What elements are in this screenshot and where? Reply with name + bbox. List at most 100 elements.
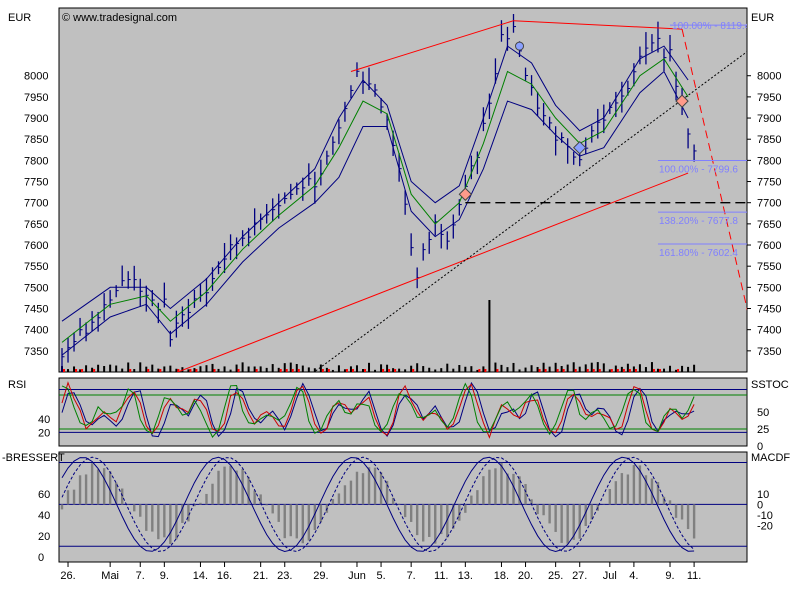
volume-bar bbox=[476, 369, 479, 372]
price-tick-left: 7400 bbox=[24, 325, 48, 337]
macd-histogram-bar bbox=[84, 474, 88, 505]
x-axis-label: 11. bbox=[434, 570, 448, 582]
volume-bar bbox=[247, 366, 250, 372]
volume-bar bbox=[518, 369, 521, 372]
volume-bar bbox=[313, 368, 316, 372]
macd-histogram-bar bbox=[265, 504, 268, 506]
price-tick-left: 8000 bbox=[24, 71, 48, 83]
volume-bar bbox=[109, 364, 112, 372]
volume-bar bbox=[506, 367, 509, 372]
macd-histogram-bar bbox=[409, 504, 413, 522]
macd-histogram-bar bbox=[650, 478, 654, 505]
macd-histogram-bar bbox=[72, 489, 76, 505]
trend-line bbox=[681, 29, 747, 311]
volume-bar-red bbox=[345, 369, 348, 372]
fibonacci-label: 100.00% - 7799.6 bbox=[659, 165, 738, 176]
x-axis-label: 7. bbox=[407, 570, 416, 582]
volume-bar bbox=[452, 368, 455, 372]
macd-histogram-bar bbox=[199, 502, 202, 505]
macd-histogram-bar bbox=[464, 504, 467, 513]
volume-bar bbox=[283, 363, 286, 372]
volume-bar bbox=[235, 364, 238, 372]
volume-bar bbox=[404, 369, 407, 372]
volume-bar bbox=[181, 367, 184, 372]
volume-bar bbox=[223, 366, 226, 372]
macd-histogram-bar bbox=[554, 504, 557, 532]
macd-histogram-bar bbox=[391, 497, 395, 505]
macd-histogram-bar bbox=[108, 471, 112, 505]
momentum-panel[interactable] bbox=[58, 451, 748, 563]
volume-bar bbox=[271, 364, 274, 372]
price-tick-right: 7700 bbox=[757, 198, 781, 210]
volume-bar bbox=[229, 369, 232, 372]
volume-bar bbox=[139, 362, 142, 372]
volume-bar bbox=[536, 366, 539, 372]
volume-bar bbox=[127, 362, 130, 372]
volume-bar bbox=[325, 367, 328, 372]
price-currency-left: EUR bbox=[8, 12, 31, 24]
x-axis-label: 11. bbox=[687, 570, 701, 582]
macd-histogram-bar bbox=[668, 500, 672, 505]
macd-histogram-bar bbox=[121, 488, 124, 505]
volume-bar bbox=[464, 366, 467, 372]
price-tick-left: 7500 bbox=[24, 282, 48, 294]
price-tick-right: 7600 bbox=[757, 240, 781, 252]
macd-histogram-bar bbox=[187, 504, 190, 522]
volume-bar bbox=[73, 366, 76, 372]
price-panel[interactable] bbox=[58, 7, 748, 373]
volume-bar-red bbox=[586, 369, 589, 372]
volume-bar-red bbox=[177, 369, 180, 372]
macd-histogram-bar bbox=[470, 495, 473, 505]
volume-bar bbox=[169, 365, 172, 372]
volume-bar bbox=[548, 366, 551, 372]
volume-bar bbox=[259, 366, 262, 372]
volume-bar bbox=[482, 366, 485, 372]
macd-histogram-bar bbox=[674, 504, 678, 518]
x-axis-label: Jun bbox=[348, 570, 366, 582]
momentum-label-right: MACDF bbox=[751, 452, 790, 464]
trend-line bbox=[176, 172, 689, 372]
macd-histogram-bar bbox=[235, 470, 238, 505]
volume-bar-red bbox=[291, 369, 294, 372]
fibonacci-label: 100.00% - 8119.48 bbox=[672, 21, 756, 32]
macd-histogram-bar bbox=[488, 469, 491, 505]
volume-bar bbox=[241, 362, 244, 372]
volume-bar-red bbox=[213, 369, 216, 372]
volume-bar bbox=[163, 366, 166, 372]
volume-bar-red bbox=[616, 369, 619, 372]
macd-histogram-bar bbox=[415, 504, 419, 536]
volume-bar bbox=[566, 364, 569, 372]
x-axis-label: 5. bbox=[376, 570, 385, 582]
volume-bar bbox=[205, 365, 208, 372]
volume-bar-red bbox=[327, 369, 330, 372]
volume-bar-red bbox=[321, 369, 324, 372]
macd-histogram-bar bbox=[373, 467, 377, 505]
volume-bar-red bbox=[622, 369, 625, 372]
macd-histogram-bar bbox=[241, 469, 244, 505]
volume-bar-red bbox=[496, 369, 499, 372]
volume-bar bbox=[85, 365, 88, 372]
price-tick-right: 7500 bbox=[757, 282, 781, 294]
volume-bar bbox=[133, 369, 136, 372]
macd-histogram-bar bbox=[319, 504, 323, 523]
volume-bar bbox=[103, 366, 106, 372]
x-axis-label: 7. bbox=[136, 570, 145, 582]
volume-bar bbox=[470, 366, 473, 372]
volume-bar bbox=[650, 362, 653, 372]
volume-bar bbox=[277, 367, 280, 372]
macd-histogram-bar bbox=[277, 504, 280, 522]
price-tick-left: 7350 bbox=[24, 346, 48, 358]
volume-bar bbox=[693, 364, 696, 372]
macd-histogram-bar bbox=[169, 504, 172, 545]
macd-histogram-bar bbox=[632, 465, 636, 505]
volume-bar bbox=[380, 364, 383, 372]
volume-bar-red bbox=[189, 369, 192, 372]
price-tick-left: 7800 bbox=[24, 155, 48, 167]
macd-histogram-bar bbox=[114, 482, 118, 505]
volume-bar-red bbox=[538, 369, 541, 372]
bressert-signal-line bbox=[61, 456, 695, 553]
macd-histogram-bar bbox=[686, 504, 690, 530]
momentum-tick-left: 40 bbox=[38, 510, 50, 522]
momentum-tick-right: 0 bbox=[757, 499, 763, 511]
price-tick-left: 7950 bbox=[24, 92, 48, 104]
